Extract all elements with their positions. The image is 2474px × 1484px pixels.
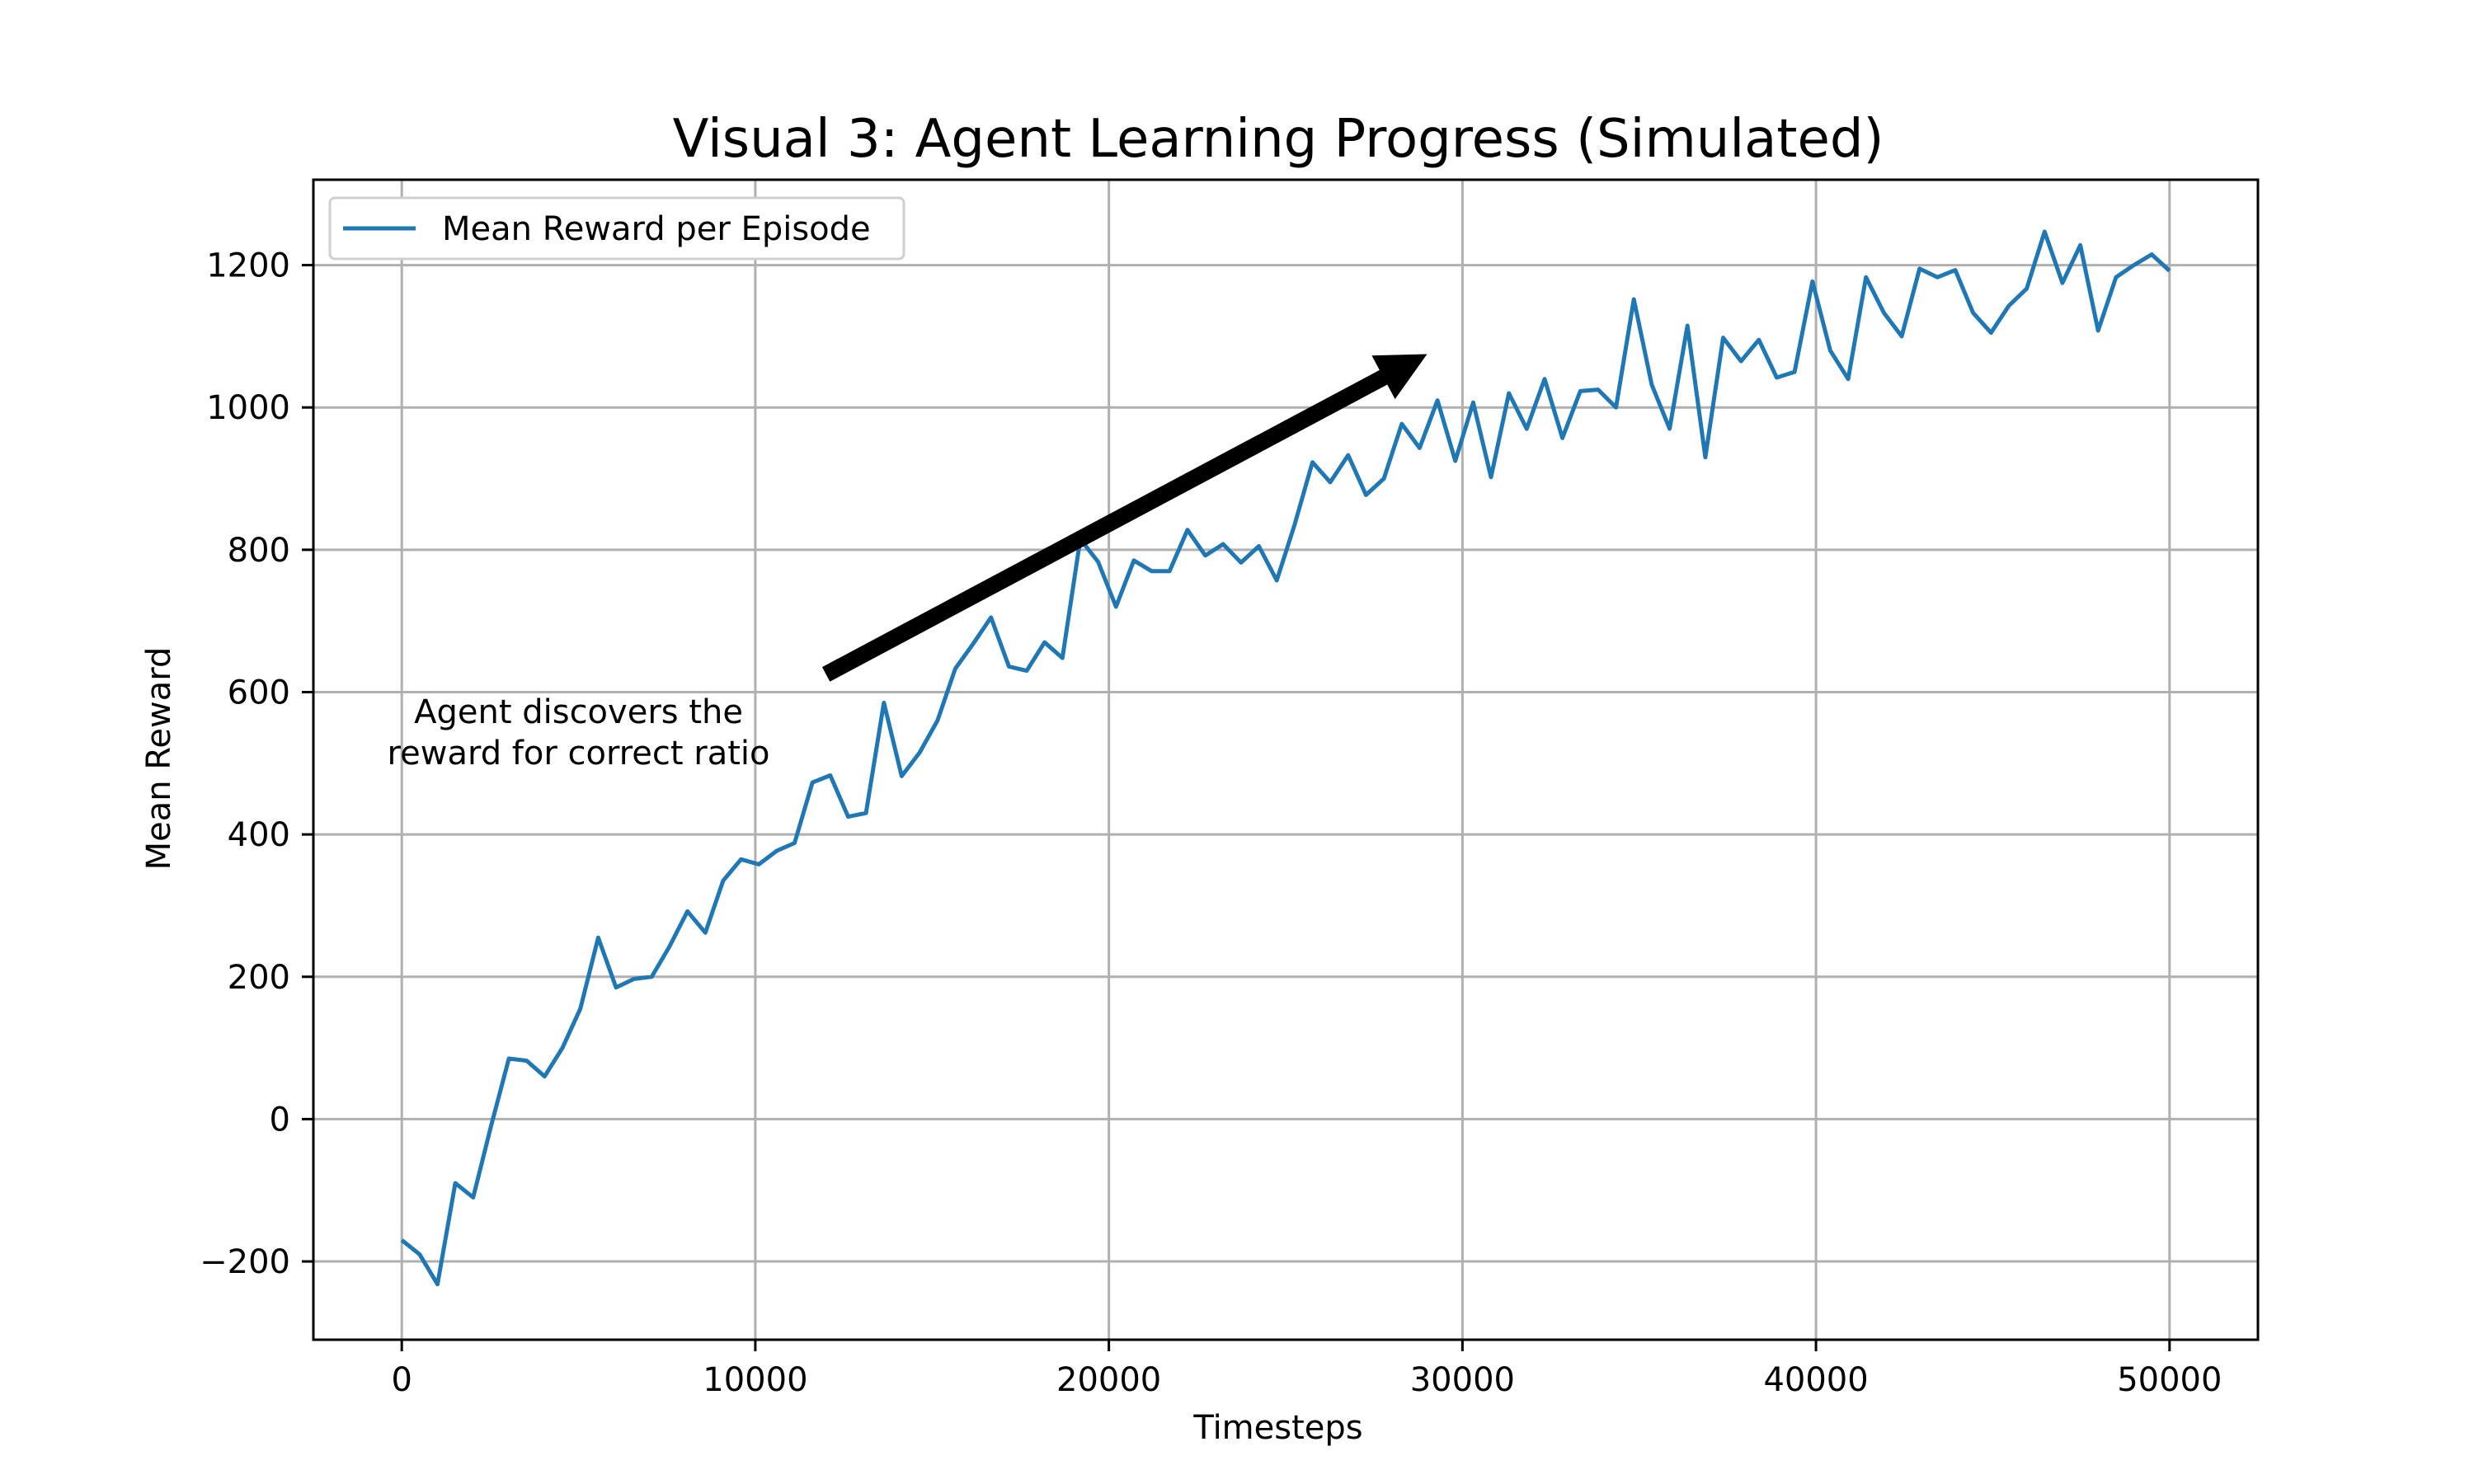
x-tick-label: 20000: [1056, 1361, 1161, 1399]
y-tick-label: 1000: [206, 389, 290, 427]
legend-entry: Mean Reward per Episode: [442, 210, 871, 248]
x-axis-label: Timesteps: [1192, 1409, 1362, 1447]
x-tick-label: 30000: [1410, 1361, 1515, 1399]
y-gridlines: [313, 264, 2258, 1263]
y-tick-label: 1200: [206, 247, 290, 285]
annotation-arrow-shaft: [821, 368, 1390, 682]
y-tick-label: −200: [200, 1243, 290, 1281]
x-gridlines: [400, 180, 2171, 1340]
x-tick-label: 40000: [1763, 1361, 1868, 1399]
series-line: [400, 229, 2171, 1287]
annotation-text-line1: Agent discovers the: [414, 693, 743, 731]
series-layer: [400, 229, 2171, 1287]
legend: Mean Reward per Episode: [328, 196, 905, 261]
annotation-text-line2: reward for correct ratio: [388, 735, 770, 773]
x-tick-label: 10000: [703, 1361, 807, 1399]
y-axis-label: Mean Reward: [140, 647, 178, 871]
x-tick-label: 50000: [2117, 1361, 2222, 1399]
annotation-arrow-head: [1371, 354, 1427, 400]
y-ticks: −200 0 200 400 600 800 1000 1200: [200, 247, 313, 1281]
plot-frame: [312, 178, 2260, 1341]
y-tick-label: 0: [270, 1101, 290, 1139]
x-ticks: 0 10000 20000 30000 40000 50000: [391, 1340, 2222, 1399]
y-tick-label: 800: [228, 532, 290, 570]
legend-box: [328, 196, 905, 261]
chart-title: Visual 3: Agent Learning Progress (Simul…: [673, 109, 1884, 170]
annotation: Agent discovers the reward for correct r…: [388, 354, 1427, 773]
x-tick-label: 0: [391, 1361, 412, 1399]
y-tick-label: 400: [228, 816, 290, 854]
y-tick-label: 600: [228, 674, 290, 711]
y-tick-label: 200: [228, 959, 290, 997]
